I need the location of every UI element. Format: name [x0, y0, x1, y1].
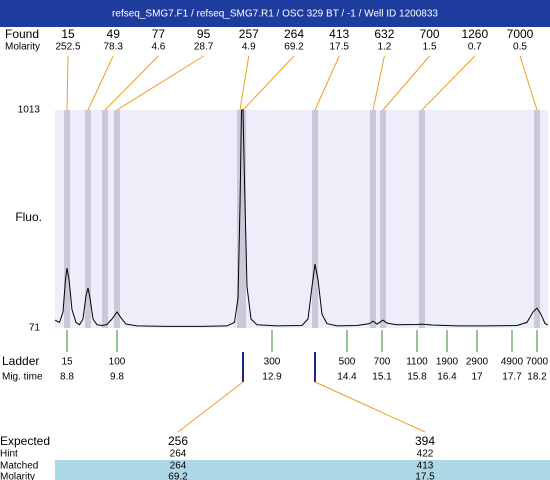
- ladder-time: 14.4: [337, 372, 357, 383]
- found-size: 1260: [461, 27, 488, 41]
- found-label: Found: [5, 27, 39, 41]
- ladder-time: 15.8: [407, 372, 427, 383]
- expected-hint: 422: [417, 449, 434, 460]
- found-size: 15: [61, 27, 75, 41]
- ladder-size: 7000: [526, 357, 549, 368]
- ladder-size: 100: [109, 357, 126, 368]
- expected-connector: [314, 381, 426, 433]
- ladder-size: 500: [339, 357, 356, 368]
- found-size: 264: [284, 27, 304, 41]
- ladder-size: 1100: [406, 357, 428, 368]
- found-molarity: 0.7: [468, 42, 482, 53]
- found-size: 413: [329, 27, 349, 41]
- peak-band: [85, 110, 91, 328]
- y-axis-label: Fluo.: [15, 210, 42, 224]
- peak-band: [380, 110, 386, 328]
- y-tick-label: 1013: [18, 105, 41, 116]
- peak-connector: [242, 55, 295, 111]
- found-size: 257: [239, 27, 259, 41]
- found-molarity: 0.5: [513, 42, 527, 53]
- ladder-time: 18.2: [527, 372, 547, 383]
- ladder-time: 17: [471, 372, 483, 383]
- peak-connector: [519, 55, 538, 111]
- matched-row-bg: [55, 460, 550, 480]
- peak-connector: [372, 55, 385, 111]
- peak-band: [64, 110, 70, 328]
- expected-connector: [177, 381, 244, 433]
- title-bar: [0, 0, 550, 27]
- plot-area: [55, 110, 548, 328]
- peak-band: [534, 110, 540, 328]
- found-molarity: 4.9: [242, 42, 256, 53]
- expected-hint: 264: [170, 449, 187, 460]
- found-size: 77: [152, 27, 166, 41]
- expected-molarity: 17.5: [415, 472, 435, 480]
- peak-band: [419, 110, 425, 328]
- found-molarity: 252.5: [55, 42, 80, 53]
- ladder-size: 1900: [436, 357, 459, 368]
- ladder-size: 2900: [466, 357, 489, 368]
- peak-band: [370, 110, 376, 328]
- peak-band: [240, 110, 246, 328]
- expected-matched: 413: [417, 461, 434, 472]
- found-molarity: 17.5: [329, 42, 349, 53]
- ladder-size: 300: [264, 357, 281, 368]
- ladder-size: 4900: [501, 357, 524, 368]
- ladder-time: 17.7: [502, 372, 522, 383]
- molarity-label: Molarity: [5, 42, 40, 53]
- found-size: 95: [197, 27, 211, 41]
- y-tick-label: 71: [29, 323, 41, 334]
- peak-connector: [314, 55, 340, 111]
- peak-band: [114, 110, 120, 328]
- peak-band: [102, 110, 108, 328]
- peak-connector: [382, 55, 430, 111]
- found-molarity: 1.5: [423, 42, 437, 53]
- found-molarity: 78.3: [103, 42, 123, 53]
- title: refseq_SMG7.F1 / refseq_SMG7.R1 / OSC 32…: [112, 9, 438, 20]
- mig-time-label: Mig. time: [2, 372, 43, 383]
- ladder-time: 16.4: [437, 372, 457, 383]
- found-size: 632: [374, 27, 394, 41]
- found-molarity: 69.2: [284, 42, 304, 53]
- ladder-time: 9.8: [110, 372, 124, 383]
- expected-row-label: Expected: [0, 434, 50, 448]
- peak-connector: [104, 55, 159, 111]
- ladder-label: Ladder: [2, 354, 39, 368]
- peak-connector: [239, 55, 250, 111]
- ladder-size: 700: [374, 357, 391, 368]
- expected-molarity: 69.2: [168, 472, 188, 480]
- expected-row-label: Molarity: [0, 472, 35, 480]
- expected-row-label: Hint: [0, 449, 18, 460]
- found-molarity: 4.6: [151, 42, 165, 53]
- peak-connector: [66, 55, 69, 111]
- ladder-size: 15: [61, 357, 73, 368]
- trace: [54, 109, 549, 327]
- ladder-time: 8.8: [60, 372, 74, 383]
- peak-connector: [421, 55, 476, 111]
- expected-expected: 394: [415, 434, 435, 448]
- expected-row-label: Matched: [0, 461, 38, 472]
- expected-expected: 256: [168, 434, 188, 448]
- expected-matched: 264: [170, 461, 187, 472]
- ladder-time: 12.9: [262, 372, 282, 383]
- found-size: 700: [420, 27, 440, 41]
- peak-band: [312, 110, 318, 328]
- peak-connector: [87, 55, 114, 111]
- found-molarity: 1.2: [377, 42, 391, 53]
- found-size: 7000: [507, 27, 534, 41]
- ladder-time: 15.1: [372, 372, 392, 383]
- peak-connector: [116, 55, 204, 111]
- found-size: 49: [107, 27, 121, 41]
- found-molarity: 28.7: [194, 42, 214, 53]
